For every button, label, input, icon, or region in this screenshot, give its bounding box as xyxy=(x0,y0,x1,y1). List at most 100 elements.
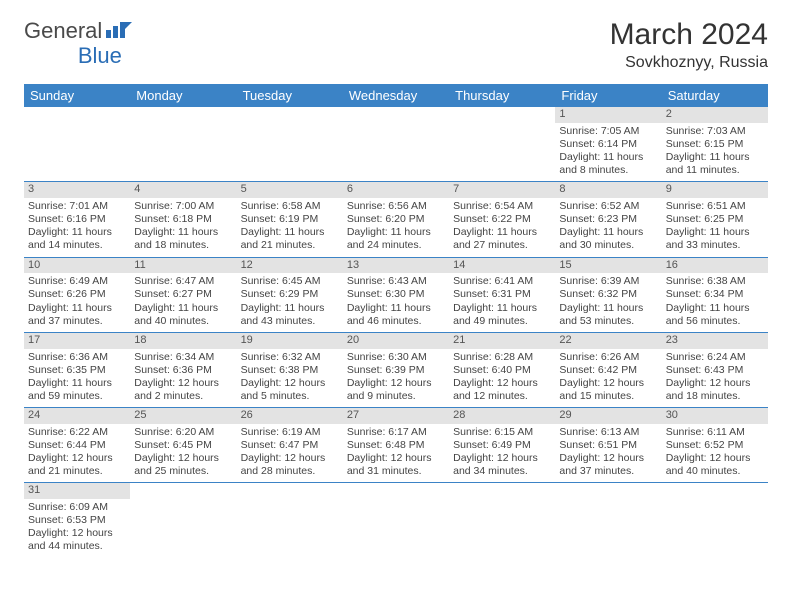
cell-line-ss: Sunset: 6:45 PM xyxy=(134,439,232,452)
cell-line-d2: and 25 minutes. xyxy=(134,465,232,478)
cell-line-d2: and 34 minutes. xyxy=(453,465,551,478)
cell-line-sr: Sunrise: 6:34 AM xyxy=(134,351,232,364)
cell-line-d1: Daylight: 11 hours xyxy=(134,302,232,315)
day-number: 22 xyxy=(555,333,661,349)
day-number: 2 xyxy=(662,107,768,123)
cell-line-d1: Daylight: 12 hours xyxy=(559,452,657,465)
day-number: 8 xyxy=(555,182,661,198)
cell-line-d2: and 24 minutes. xyxy=(347,239,445,252)
calendar-cell: 2Sunrise: 7:03 AMSunset: 6:15 PMDaylight… xyxy=(662,107,768,182)
cell-line-d1: Daylight: 11 hours xyxy=(347,302,445,315)
day-number: 29 xyxy=(555,408,661,424)
cell-line-sr: Sunrise: 6:13 AM xyxy=(559,426,657,439)
weekday-header: Wednesday xyxy=(343,84,449,107)
logo: General xyxy=(24,18,132,44)
calendar-cell: 15Sunrise: 6:39 AMSunset: 6:32 PMDayligh… xyxy=(555,257,661,332)
cell-line-ss: Sunset: 6:44 PM xyxy=(28,439,126,452)
cell-line-sr: Sunrise: 6:19 AM xyxy=(241,426,339,439)
calendar-cell: 29Sunrise: 6:13 AMSunset: 6:51 PMDayligh… xyxy=(555,408,661,483)
cell-line-sr: Sunrise: 6:43 AM xyxy=(347,275,445,288)
calendar-cell xyxy=(343,107,449,182)
cell-line-ss: Sunset: 6:36 PM xyxy=(134,364,232,377)
month-title: March 2024 xyxy=(610,18,768,52)
cell-line-d2: and 40 minutes. xyxy=(134,315,232,328)
cell-line-sr: Sunrise: 7:03 AM xyxy=(666,125,764,138)
cell-line-d2: and 30 minutes. xyxy=(559,239,657,252)
cell-line-sr: Sunrise: 7:01 AM xyxy=(28,200,126,213)
day-number: 21 xyxy=(449,333,555,349)
calendar-cell: 3Sunrise: 7:01 AMSunset: 6:16 PMDaylight… xyxy=(24,182,130,257)
cell-line-d1: Daylight: 12 hours xyxy=(666,452,764,465)
cell-line-sr: Sunrise: 6:11 AM xyxy=(666,426,764,439)
day-number: 4 xyxy=(130,182,236,198)
cell-line-d2: and 15 minutes. xyxy=(559,390,657,403)
cell-line-d1: Daylight: 12 hours xyxy=(28,527,126,540)
cell-line-sr: Sunrise: 6:26 AM xyxy=(559,351,657,364)
cell-line-ss: Sunset: 6:14 PM xyxy=(559,138,657,151)
day-number: 15 xyxy=(555,258,661,274)
day-number: 18 xyxy=(130,333,236,349)
cell-line-ss: Sunset: 6:25 PM xyxy=(666,213,764,226)
cell-line-d2: and 59 minutes. xyxy=(28,390,126,403)
cell-line-d1: Daylight: 12 hours xyxy=(28,452,126,465)
cell-line-d1: Daylight: 12 hours xyxy=(134,452,232,465)
calendar-cell: 22Sunrise: 6:26 AMSunset: 6:42 PMDayligh… xyxy=(555,332,661,407)
calendar-row: 24Sunrise: 6:22 AMSunset: 6:44 PMDayligh… xyxy=(24,408,768,483)
cell-line-sr: Sunrise: 6:17 AM xyxy=(347,426,445,439)
day-number: 19 xyxy=(237,333,343,349)
day-number: 10 xyxy=(24,258,130,274)
day-number: 20 xyxy=(343,333,449,349)
cell-line-sr: Sunrise: 6:58 AM xyxy=(241,200,339,213)
cell-line-d2: and 2 minutes. xyxy=(134,390,232,403)
calendar-cell: 18Sunrise: 6:34 AMSunset: 6:36 PMDayligh… xyxy=(130,332,236,407)
cell-line-ss: Sunset: 6:49 PM xyxy=(453,439,551,452)
cell-line-d2: and 18 minutes. xyxy=(666,390,764,403)
cell-line-ss: Sunset: 6:18 PM xyxy=(134,213,232,226)
calendar-cell: 5Sunrise: 6:58 AMSunset: 6:19 PMDaylight… xyxy=(237,182,343,257)
day-number: 3 xyxy=(24,182,130,198)
calendar-cell: 19Sunrise: 6:32 AMSunset: 6:38 PMDayligh… xyxy=(237,332,343,407)
cell-line-d2: and 9 minutes. xyxy=(347,390,445,403)
calendar-cell xyxy=(662,483,768,558)
calendar-cell: 1Sunrise: 7:05 AMSunset: 6:14 PMDaylight… xyxy=(555,107,661,182)
cell-line-d1: Daylight: 11 hours xyxy=(666,151,764,164)
cell-line-sr: Sunrise: 6:15 AM xyxy=(453,426,551,439)
cell-line-ss: Sunset: 6:22 PM xyxy=(453,213,551,226)
cell-line-d2: and 56 minutes. xyxy=(666,315,764,328)
cell-line-d2: and 40 minutes. xyxy=(666,465,764,478)
cell-line-ss: Sunset: 6:29 PM xyxy=(241,288,339,301)
logo-text-1: General xyxy=(24,18,102,44)
cell-line-sr: Sunrise: 6:47 AM xyxy=(134,275,232,288)
cell-line-d2: and 21 minutes. xyxy=(241,239,339,252)
weekday-header: Tuesday xyxy=(237,84,343,107)
day-number: 9 xyxy=(662,182,768,198)
cell-line-d1: Daylight: 11 hours xyxy=(347,226,445,239)
logo-text-2: Blue xyxy=(78,43,122,68)
day-number: 27 xyxy=(343,408,449,424)
calendar-cell xyxy=(24,107,130,182)
cell-line-d2: and 31 minutes. xyxy=(347,465,445,478)
weekday-header: Sunday xyxy=(24,84,130,107)
cell-line-d2: and 37 minutes. xyxy=(28,315,126,328)
cell-line-d2: and 43 minutes. xyxy=(241,315,339,328)
cell-line-sr: Sunrise: 6:49 AM xyxy=(28,275,126,288)
cell-line-d2: and 12 minutes. xyxy=(453,390,551,403)
cell-line-sr: Sunrise: 6:28 AM xyxy=(453,351,551,364)
cell-line-d2: and 37 minutes. xyxy=(559,465,657,478)
cell-line-ss: Sunset: 6:47 PM xyxy=(241,439,339,452)
cell-line-d1: Daylight: 11 hours xyxy=(134,226,232,239)
calendar-cell xyxy=(237,483,343,558)
cell-line-d2: and 11 minutes. xyxy=(666,164,764,177)
cell-line-d1: Daylight: 11 hours xyxy=(666,226,764,239)
calendar-cell: 9Sunrise: 6:51 AMSunset: 6:25 PMDaylight… xyxy=(662,182,768,257)
day-number: 17 xyxy=(24,333,130,349)
cell-line-d1: Daylight: 11 hours xyxy=(559,151,657,164)
cell-line-sr: Sunrise: 7:05 AM xyxy=(559,125,657,138)
cell-line-d1: Daylight: 11 hours xyxy=(28,377,126,390)
cell-line-d1: Daylight: 11 hours xyxy=(453,226,551,239)
cell-line-ss: Sunset: 6:27 PM xyxy=(134,288,232,301)
day-number: 30 xyxy=(662,408,768,424)
day-number: 11 xyxy=(130,258,236,274)
cell-line-d1: Daylight: 11 hours xyxy=(559,302,657,315)
cell-line-sr: Sunrise: 6:39 AM xyxy=(559,275,657,288)
